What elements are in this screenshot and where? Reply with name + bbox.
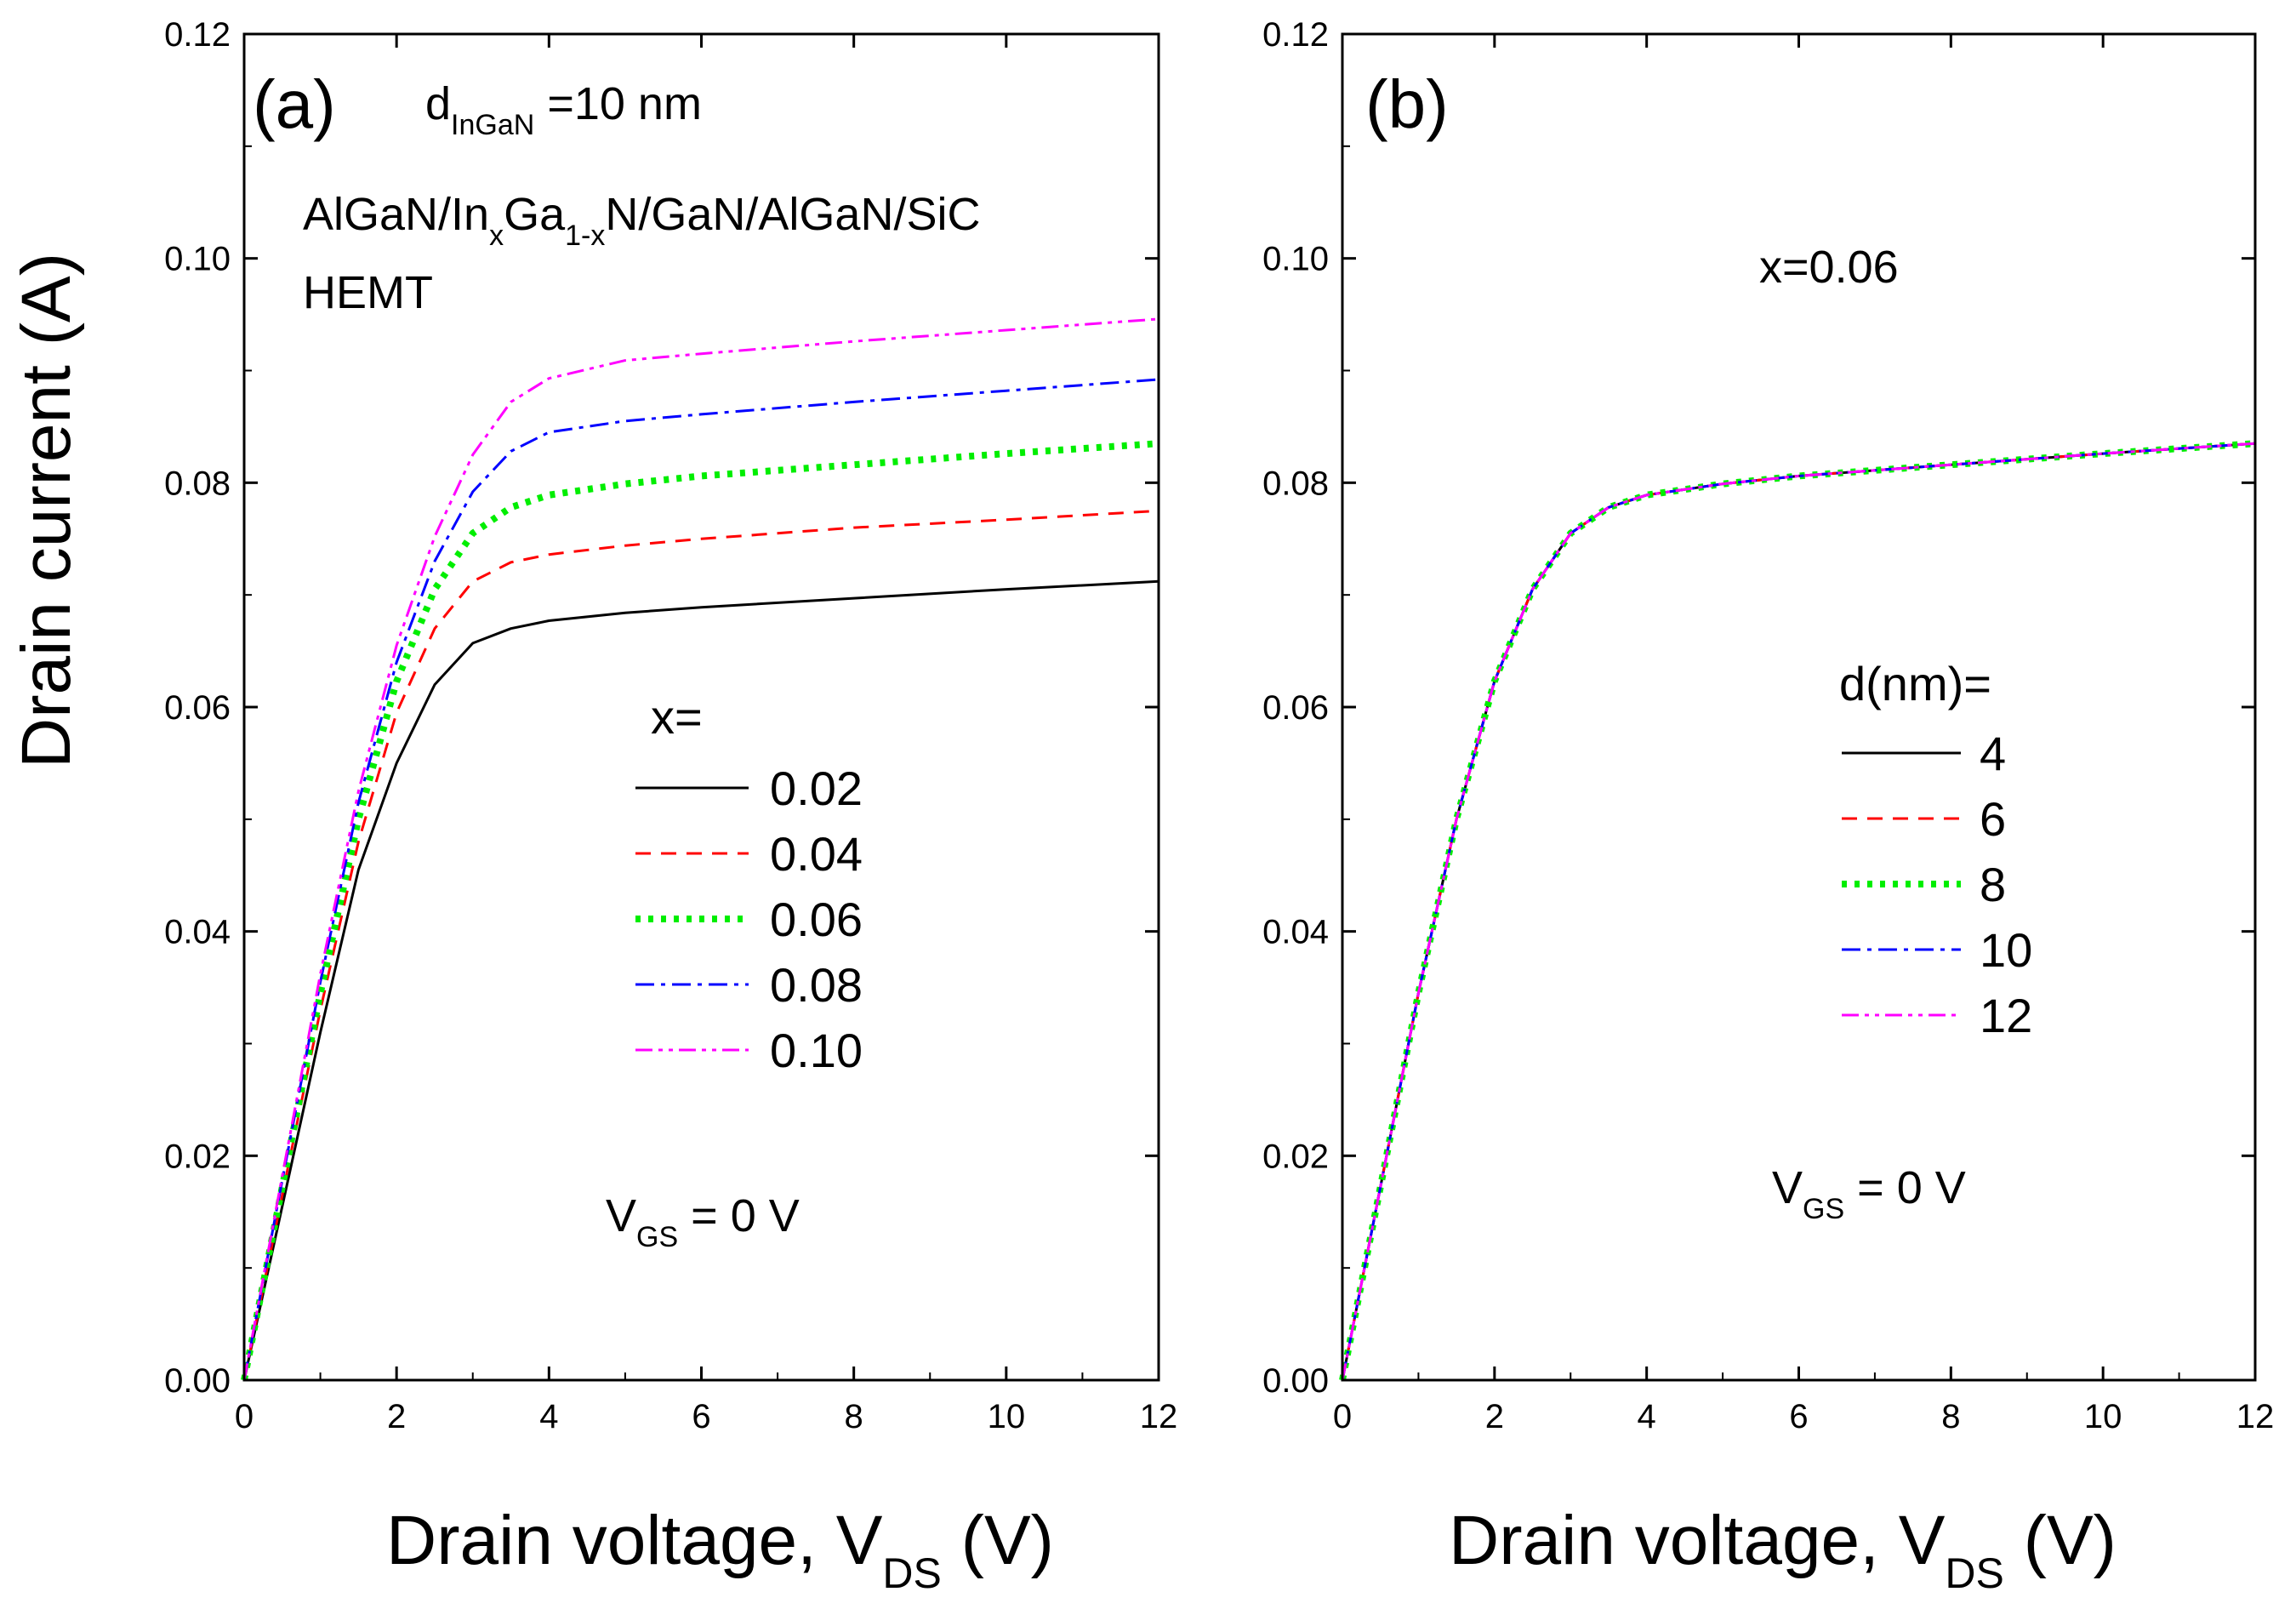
legend-title-b: d(nm)= (1839, 657, 1991, 710)
thickness-annotation: dInGaN =10 nm (425, 78, 702, 141)
x-tick-label-b: 4 (1638, 1398, 1656, 1435)
x-tick-label-b: 12 (2236, 1398, 2275, 1435)
legend-label-b-12: 12 (1980, 989, 2032, 1042)
x-axis-title-a: Drain voltage, VDS (V) (386, 1502, 1054, 1597)
y-tick-label-a: 0.10 (164, 241, 231, 278)
series-line-b-12 (1341, 442, 2256, 1381)
device-annotation: HEMT (303, 267, 433, 318)
bias-annotation-a: VGS = 0 V (606, 1190, 800, 1253)
series-line-a-0_06 (241, 440, 1159, 1381)
x-tick-label-a: 12 (1140, 1398, 1178, 1435)
legend-label-b-6: 6 (1980, 792, 2006, 846)
legend-label-b-10: 10 (1980, 923, 2032, 977)
x-tick-label-b: 6 (1789, 1398, 1808, 1435)
x-tick-label-b: 10 (2084, 1398, 2122, 1435)
x-axis-title-b: Drain voltage, VDS (V) (1449, 1502, 2117, 1597)
x-tick-label-b: 2 (1485, 1398, 1504, 1435)
series-line-a-0_04 (242, 509, 1159, 1381)
y-tick-label-b: 0.10 (1262, 241, 1329, 278)
legend-label-a-0_04: 0.04 (770, 827, 863, 881)
legend-label-a-0_10: 0.10 (770, 1024, 863, 1077)
legend-title-a: x= (651, 690, 703, 744)
legend-a: 0.02 0.04 0.06 0.08 0.10 (635, 762, 863, 1077)
x-tick-label-a: 6 (692, 1398, 710, 1435)
x-tick-label-b: 0 (1333, 1398, 1352, 1435)
panel-a: 0 2 4 6 8 10 12 0.00 0.02 0.04 0.06 0.08 0.10 0.12 (a… (164, 16, 1177, 1597)
y-tick-label-a: 0.12 (164, 16, 231, 54)
y-tick-label-b: 0.08 (1262, 465, 1329, 502)
composition-annotation: x=0.06 (1759, 242, 1899, 293)
y-tick-label-a: 0.08 (164, 465, 231, 502)
y-tick-label-b: 0.04 (1262, 914, 1329, 951)
legend-label-b-8: 8 (1980, 858, 2006, 911)
x-tick-label-b: 8 (1941, 1398, 1960, 1435)
y-tick-label-b: 0.02 (1262, 1138, 1329, 1175)
legend-label-a-0_08: 0.08 (770, 958, 863, 1012)
x-tick-label-a: 0 (235, 1398, 254, 1435)
legend-label-b-4: 4 (1980, 727, 2006, 780)
y-tick-label-a: 0.06 (164, 689, 231, 727)
panel-label-b: (b) (1365, 66, 1449, 142)
series-line-a-0_02 (242, 579, 1159, 1381)
y-tick-label-a: 0.00 (164, 1362, 231, 1400)
x-tick-label-a: 2 (387, 1398, 406, 1435)
legend-label-a-0_02: 0.02 (770, 762, 863, 815)
structure-annotation: AlGaN/InxGa1-xN/GaN/AlGaN/SiC (303, 189, 980, 252)
bias-annotation-b: VGS = 0 V (1772, 1162, 1966, 1225)
x-tick-label-a: 4 (539, 1398, 558, 1435)
y-axis-title: Drain current (A) (8, 253, 85, 768)
y-tick-label-a: 0.02 (164, 1138, 231, 1175)
x-tick-label-a: 10 (988, 1398, 1026, 1435)
y-tick-label-a: 0.04 (164, 914, 231, 951)
legend-b: 4 6 8 10 12 (1842, 727, 2032, 1042)
y-tick-label-b: 0.00 (1262, 1362, 1329, 1400)
panel-b: 0 2 4 6 8 10 12 0.00 0.02 0.04 0.06 0.08 0.10 0.12 (b… (1262, 16, 2274, 1597)
series-line-a-0_10 (242, 317, 1159, 1381)
legend-label-a-0_06: 0.06 (770, 893, 863, 946)
y-tick-label-b: 0.12 (1262, 16, 1329, 54)
y-tick-label-b: 0.06 (1262, 689, 1329, 727)
plot-area-a: 0 2 4 6 8 10 12 0.00 0.02 0.04 0.06 0.08 0.10 0.12 (164, 16, 1177, 1435)
x-tick-label-a: 8 (845, 1398, 863, 1435)
plot-area-b: 0 2 4 6 8 10 12 0.00 0.02 0.04 0.06 0.08 0.10 0.12 (1262, 16, 2274, 1435)
panel-label-a: (a) (253, 66, 336, 142)
